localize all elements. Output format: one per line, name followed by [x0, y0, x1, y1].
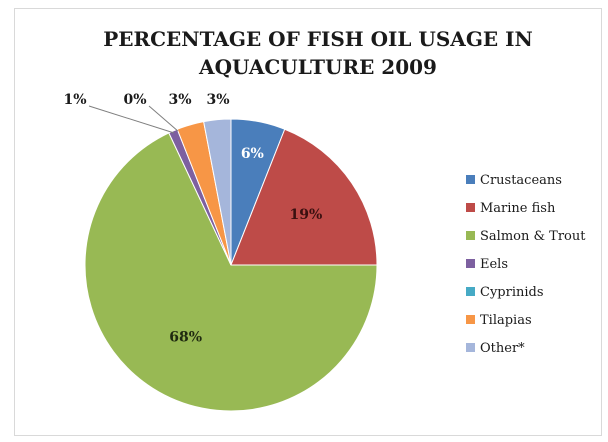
data-label-cyprinids: 0% — [123, 92, 146, 108]
data-label-marine-fish: 19% — [289, 207, 322, 223]
legend-swatch-eels — [466, 259, 475, 268]
legend-label-salmon-trout: Salmon & Trout — [480, 229, 586, 244]
legend-label-cyprinids: Cyprinids — [480, 285, 544, 300]
pie-slice-other — [203, 118, 232, 266]
data-label-crustaceans: 6% — [241, 146, 264, 162]
legend-swatch-salmon-trout — [466, 231, 475, 240]
data-label-salmon-trout: 68% — [169, 329, 202, 345]
legend: Crustaceans Marine fish Salmon & Trout Eels… — [466, 173, 586, 356]
pie-slice-salmon-trout — [84, 132, 378, 412]
data-label-eels: 1% — [63, 92, 86, 108]
leader-lines — [88, 105, 179, 134]
pie-slice-marine-fish — [230, 128, 378, 266]
legend-label-marine-fish: Marine fish — [480, 201, 556, 216]
data-label-tilapias: 3% — [168, 92, 191, 108]
legend-swatch-other — [466, 343, 475, 352]
chart-title-line-2: AQUACULTURE 2009 — [198, 55, 437, 79]
legend-swatch-marine-fish — [466, 203, 475, 212]
chart-title-line-1: PERCENTAGE OF FISH OIL USAGE IN — [103, 27, 533, 51]
data-label-other: 3% — [206, 92, 229, 108]
pie-slices — [84, 118, 378, 412]
leader-line-cyprinids — [148, 105, 179, 132]
legend-label-crustaceans: Crustaceans — [480, 173, 562, 188]
legend-swatch-cyprinids — [466, 287, 475, 296]
legend-label-eels: Eels — [480, 257, 508, 272]
data-labels: 6% 19% 68% 1% 0% 3% 3% — [63, 92, 322, 345]
leader-line-eels — [88, 105, 174, 134]
legend-label-tilapias: Tilapias — [480, 313, 532, 328]
legend-label-other: Other* — [480, 341, 525, 356]
legend-swatch-tilapias — [466, 315, 475, 324]
legend-swatch-crustaceans — [466, 175, 475, 184]
